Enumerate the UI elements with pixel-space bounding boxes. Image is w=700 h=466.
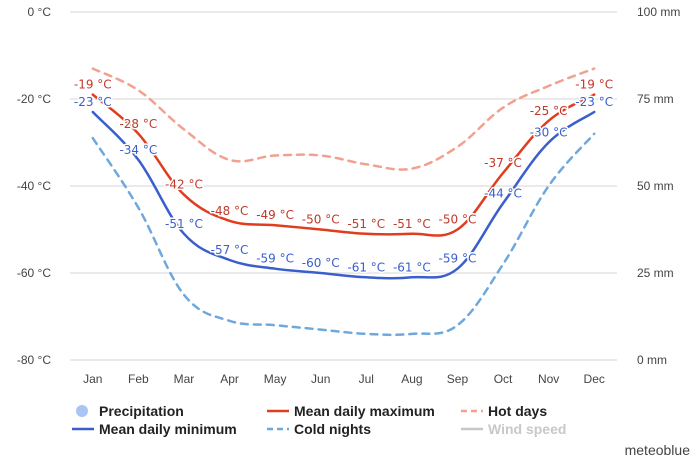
data-label: -19 °C [575,78,613,92]
x-tick-label: Jun [311,372,330,386]
data-label: -50 °C [439,213,477,227]
data-label: -51 °C [165,217,203,231]
x-tick-label: Nov [538,372,559,386]
data-label: -23 °C [74,95,112,109]
data-label: -60 °C [302,256,340,270]
x-tick-label: Aug [401,372,422,386]
data-label: -34 °C [119,143,157,157]
data-label: -61 °C [393,260,431,274]
y-tick-label: 0 °C [28,5,52,19]
data-label: -50 °C [302,213,340,227]
data-label: -51 °C [347,217,385,231]
y-right-tick-label: 25 mm [637,266,674,280]
legend-item-mean-daily-maximum: Mean daily maximum [294,403,435,419]
series-line-mean-daily-maximum [91,93,596,237]
legend-item-cold-nights: Cold nights [294,421,371,437]
data-label: -37 °C [484,156,522,170]
y-tick-label: -40 °C [17,179,51,193]
y-right-tick-label: 100 mm [637,5,680,19]
x-tick-label: Feb [128,372,149,386]
x-tick-label: Dec [584,372,605,386]
data-label: -49 °C [256,208,294,222]
y-axis-left: 0 °C -20 °C -40 °C -60 °C -80 °C [17,5,51,367]
data-label: -19 °C [74,78,112,92]
x-tick-label: Jul [359,372,374,386]
x-tick-label: Apr [220,372,239,386]
x-axis: Jan Feb Mar Apr May Jun Jul Aug Sep Oct Nov Dec [83,372,605,386]
data-label: -42 °C [165,178,203,192]
data-label: -28 °C [119,117,157,131]
x-tick-label: Sep [447,372,469,386]
y-right-tick-label: 0 mm [637,353,667,367]
brand-watermark: meteoblue [625,442,691,458]
x-tick-label: Jan [83,372,102,386]
y-right-tick-label: 50 mm [637,179,674,193]
series-line-cold-nights [91,132,596,337]
legend-item-hot-days: Hot days [488,403,547,419]
data-label: -30 °C [530,126,568,140]
x-tick-label: Oct [494,372,513,386]
data-label: -23 °C [575,95,613,109]
grid [70,11,617,361]
data-label: -44 °C [484,186,522,200]
y-tick-label: -80 °C [17,353,51,367]
series-lines [91,67,596,337]
data-label: -48 °C [211,204,249,218]
series-line-hot-days [91,67,596,171]
y-axis-right: 100 mm 75 mm 50 mm 25 mm 0 mm [637,5,680,367]
legend-item-mean-daily-minimum: Mean daily minimum [99,421,237,437]
x-tick-label: May [264,372,287,386]
data-label: -59 °C [256,252,294,266]
legend-marker-precipitation [76,405,88,417]
data-label: -61 °C [347,260,385,274]
y-tick-label: -20 °C [17,92,51,106]
legend-item-precipitation: Precipitation [99,403,184,419]
data-label: -25 °C [530,104,568,118]
data-label: -51 °C [393,217,431,231]
legend: Precipitation Mean daily maximum Hot days M… [72,403,566,437]
data-label: -57 °C [211,243,249,257]
series-line-mean-daily-minimum [91,110,596,280]
y-right-tick-label: 75 mm [637,92,674,106]
y-tick-label: -60 °C [17,266,51,280]
data-label: -59 °C [439,252,477,266]
data-labels: -19 °C -28 °C -42 °C -48 °C -49 °C -50 °C -51 … [72,76,614,276]
legend-item-wind-speed: Wind speed [488,421,566,437]
x-tick-label: Mar [174,372,195,386]
